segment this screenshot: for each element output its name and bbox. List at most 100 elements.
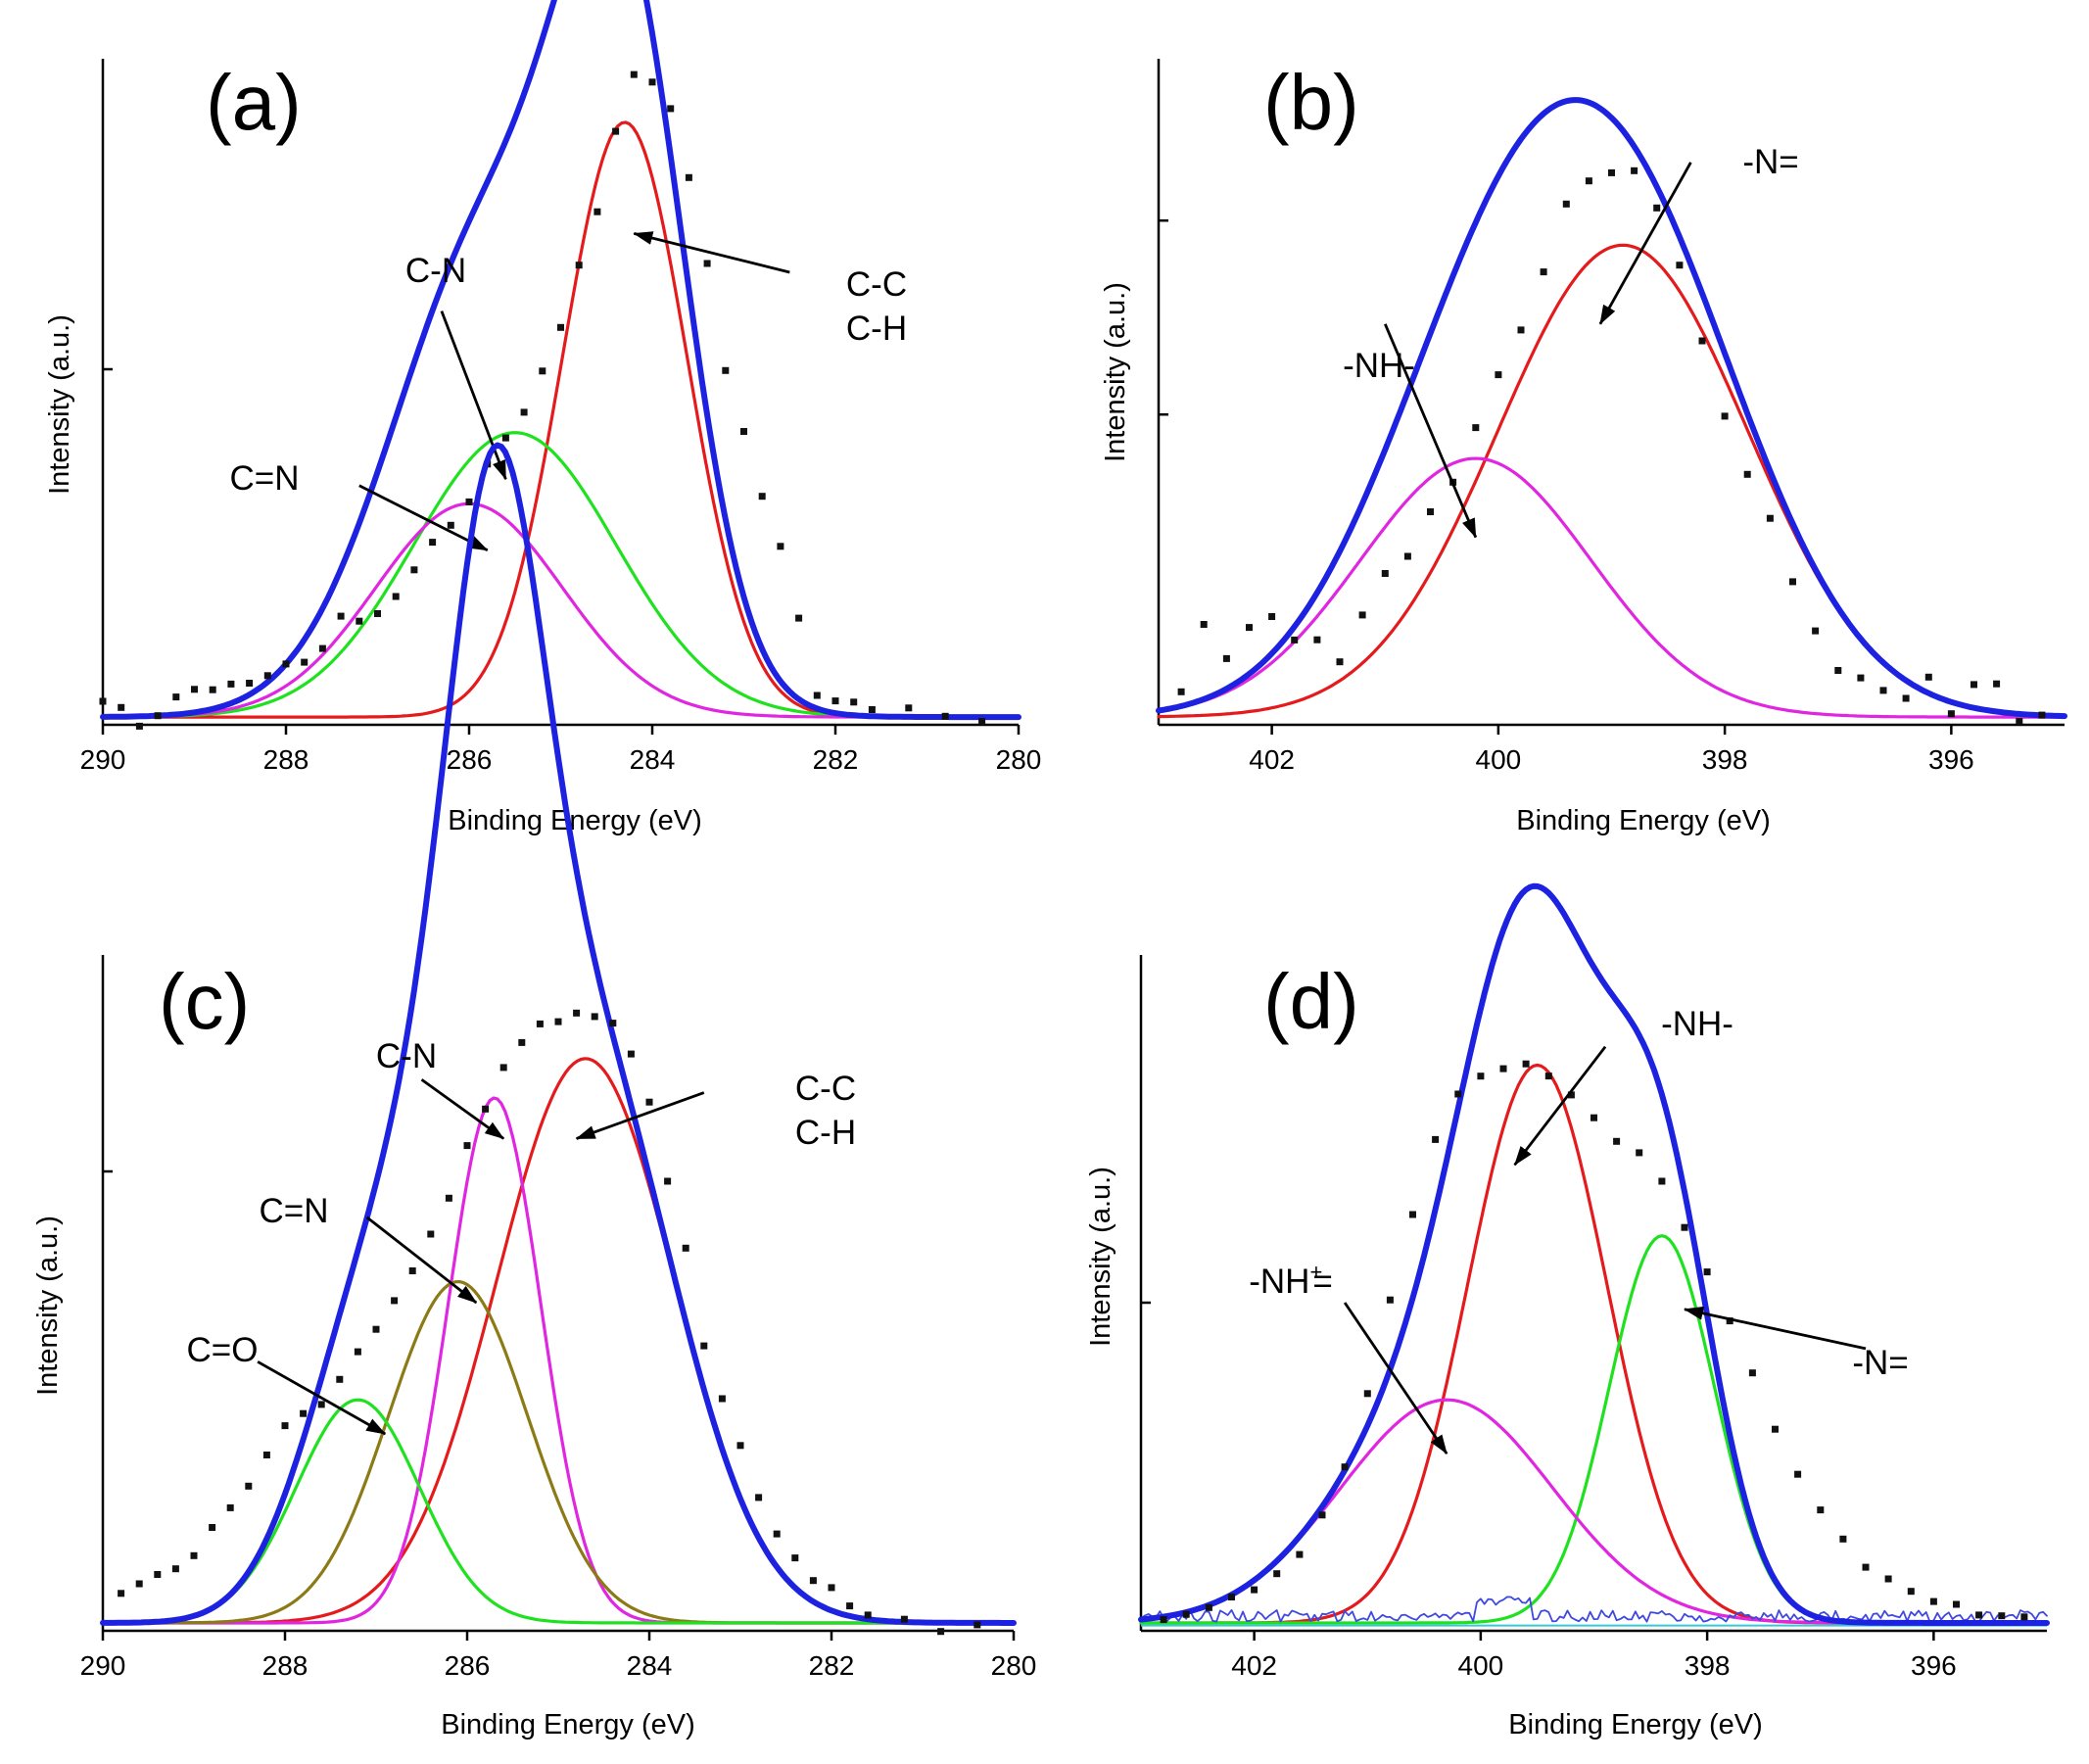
data-point <box>1403 552 1411 560</box>
data-point <box>740 428 747 435</box>
data-point <box>667 105 675 113</box>
data-point <box>263 672 271 680</box>
x-tick-label: 284 <box>627 1650 673 1681</box>
data-point <box>1585 177 1592 185</box>
x-tick-label: 286 <box>445 1650 491 1681</box>
data-point <box>1409 1211 1416 1218</box>
annotation-label: C-C <box>846 265 907 304</box>
data-point <box>354 1348 361 1356</box>
data-point <box>850 698 858 706</box>
data-point <box>1970 681 1977 689</box>
data-point <box>1544 1073 1552 1080</box>
x-tick-label: 398 <box>1702 744 1748 775</box>
data-point <box>1929 1597 1937 1605</box>
data-point <box>539 367 546 375</box>
data-point <box>941 712 949 720</box>
panel-c: Binding Energy (eV) Intensity (a.u.) 290… <box>32 442 1037 1740</box>
data-point <box>627 1050 635 1058</box>
series-line--n- <box>1157 243 2066 719</box>
data-point <box>190 1551 198 1559</box>
data-point <box>1698 337 1706 345</box>
data-point <box>795 614 803 622</box>
data-point <box>282 660 290 668</box>
data-point <box>1499 1065 1507 1073</box>
x-tick-label: 280 <box>996 744 1042 775</box>
data-point <box>868 706 876 713</box>
data-point <box>1676 262 1684 269</box>
panel-b-label: (b) <box>1263 59 1359 146</box>
data-point <box>372 1325 380 1333</box>
data-point <box>1358 611 1366 619</box>
data-point <box>465 498 473 505</box>
data-point <box>1998 1612 2006 1620</box>
data-point <box>593 208 601 215</box>
panel-d-x-axis-title: Binding Energy (eV) <box>1508 1709 1763 1740</box>
data-point <box>337 612 345 620</box>
x-tick-label: 290 <box>80 744 126 775</box>
data-point <box>1608 168 1615 176</box>
data-point <box>1636 1149 1643 1157</box>
data-point <box>777 543 784 550</box>
panel-d-y-axis-title: Intensity (a.u.) <box>1085 1167 1116 1347</box>
series-line-c-n <box>101 501 1021 719</box>
data-point <box>1251 1586 1258 1594</box>
data-point <box>1812 627 1820 635</box>
data-point <box>575 262 583 269</box>
data-point <box>1862 1563 1870 1571</box>
data-point <box>135 1580 143 1588</box>
data-point <box>445 1194 452 1202</box>
annotation-arrow <box>1384 323 1478 539</box>
annotation-label: C=O <box>187 1331 259 1369</box>
data-point <box>1495 371 1502 379</box>
data-point <box>1766 514 1774 522</box>
x-tick-label: 288 <box>263 744 309 775</box>
data-point <box>1631 167 1638 174</box>
data-point <box>630 71 638 78</box>
data-point <box>1477 1073 1485 1080</box>
data-point <box>246 680 254 687</box>
data-point <box>245 1482 253 1490</box>
data-point <box>2020 1613 2028 1621</box>
data-point <box>828 1584 835 1592</box>
annotation-label: -N= <box>1742 143 1798 181</box>
data-point <box>2016 718 2023 725</box>
panel-d-label: (d) <box>1263 958 1359 1045</box>
data-point <box>722 366 730 374</box>
data-point <box>392 593 400 600</box>
data-point <box>336 1375 344 1383</box>
data-point <box>978 718 986 726</box>
data-point <box>1726 1317 1733 1325</box>
data-point <box>1200 621 1208 628</box>
annotation-arrow <box>1684 1306 1867 1351</box>
annotation-label: C=N <box>230 459 300 498</box>
data-point <box>1902 694 1910 702</box>
data-point <box>1205 1603 1212 1611</box>
panel-a-label: (a) <box>206 59 302 146</box>
data-point <box>1834 667 1842 674</box>
data-point <box>1160 1616 1167 1624</box>
data-point <box>1590 1114 1597 1121</box>
annotation-arrow <box>420 1078 505 1140</box>
series-line-envelope <box>100 442 1017 1626</box>
data-point <box>682 1244 689 1252</box>
data-point <box>1454 1090 1462 1098</box>
data-point <box>645 1098 653 1106</box>
data-point <box>685 173 692 181</box>
data-point <box>755 1494 763 1502</box>
data-point <box>554 1018 562 1025</box>
data-point <box>300 1409 308 1417</box>
annotation-arrow <box>257 1360 387 1436</box>
data-point <box>1313 636 1321 644</box>
data-point <box>1246 624 1253 632</box>
data-point <box>1743 470 1751 478</box>
data-point <box>317 1401 325 1408</box>
x-tick-label: 280 <box>991 1650 1037 1681</box>
data-point <box>1182 1610 1190 1618</box>
data-point <box>499 1064 507 1072</box>
data-point <box>1748 1369 1756 1377</box>
data-point <box>1381 570 1389 577</box>
data-point <box>2038 711 2046 719</box>
data-point <box>831 697 839 705</box>
data-point <box>171 1565 179 1573</box>
panel-c-x-axis-title: Binding Energy (eV) <box>441 1709 695 1740</box>
